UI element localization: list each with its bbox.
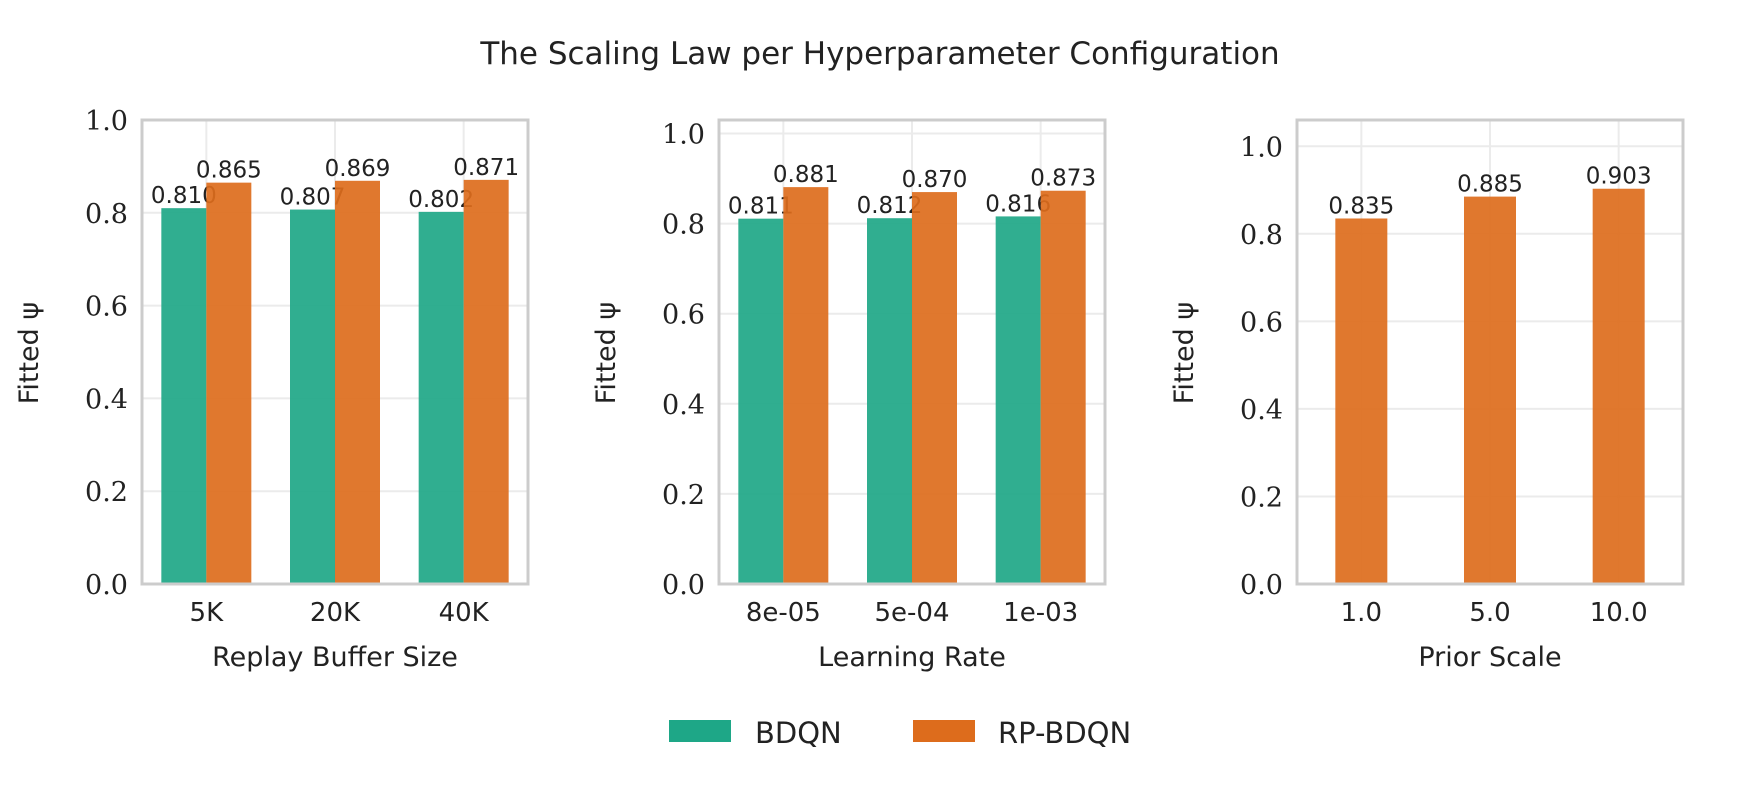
data-label: 0.812 <box>857 193 923 219</box>
y-tick-label: 0.4 <box>85 384 128 415</box>
data-label: 0.816 <box>985 191 1051 217</box>
y-tick-label: 1.0 <box>1240 132 1283 163</box>
bar-rp-bdqn-1 <box>335 180 380 584</box>
data-label: 0.881 <box>773 162 839 188</box>
data-label: 0.835 <box>1328 193 1394 219</box>
bar-rp-bdqn-1 <box>1464 196 1516 585</box>
data-label: 0.873 <box>1030 166 1096 192</box>
y-tick-label: 0.8 <box>1240 220 1283 251</box>
y-tick-label: 1.0 <box>85 106 128 137</box>
y-tick-label: 0.2 <box>85 477 128 508</box>
y-tick-label: 0.6 <box>85 292 128 323</box>
axes-frame <box>1295 118 1685 586</box>
y-tick-label: 0.6 <box>662 300 705 331</box>
bar-rp-bdqn-1 <box>912 192 957 584</box>
axes-frame <box>140 118 530 586</box>
y-axis-label: Fitted ψ <box>1169 302 1200 404</box>
y-tick-label: 0.6 <box>1240 307 1283 338</box>
bar-bdqn-2 <box>995 216 1041 585</box>
x-tick-label: 5K <box>190 598 225 628</box>
data-label: 0.870 <box>902 167 968 193</box>
x-tick-label: 10.0 <box>1590 598 1648 628</box>
y-axis-label: Fitted ψ <box>591 302 622 404</box>
data-label: 0.811 <box>728 194 794 220</box>
data-label: 0.871 <box>453 155 519 181</box>
bar-rp-bdqn-2 <box>1040 190 1086 585</box>
x-tick-label: 8e-05 <box>746 598 821 628</box>
y-tick-label: 0.4 <box>662 390 705 421</box>
data-label: 0.869 <box>325 156 391 182</box>
legend-swatch-bdqn <box>669 720 731 742</box>
y-tick-label: 0.8 <box>85 199 128 230</box>
x-tick-label: 20K <box>310 598 361 628</box>
x-tick-label: 1e-03 <box>1003 598 1078 628</box>
data-label: 0.810 <box>151 183 217 209</box>
y-tick-label: 1.0 <box>662 120 705 151</box>
x-axis-label: Replay Buffer Size <box>212 642 458 673</box>
chart-panel-learning-rate: 0.811 0.812 0.816 0.881 0.870 0.873 0.0 0.2 0.4 0… <box>591 118 1107 673</box>
data-label: 0.807 <box>280 185 346 211</box>
chart-panel-prior-scale: 0.835 0.885 0.903 0.0 0.2 0.4 0.6 0.8 1.0 1.0 5.0 1… <box>1169 118 1685 673</box>
bar-bdqn-0 <box>161 208 207 584</box>
y-axis-label: Fitted ψ <box>14 302 45 404</box>
data-label: 0.802 <box>408 187 474 213</box>
chart-panel-replay-buffer: 0.810 0.807 0.802 0.865 0.869 0.871 0.0 0.2 0.4 0… <box>14 106 530 673</box>
y-tick-label: 0.2 <box>1240 482 1283 513</box>
legend: BDQN RP-BDQN <box>669 716 1131 750</box>
y-tick-label: 0.8 <box>662 210 705 241</box>
data-label: 0.865 <box>196 158 262 184</box>
bar-bdqn-1 <box>867 218 912 585</box>
y-tick-label: 0.0 <box>85 570 128 601</box>
x-axis-label: Learning Rate <box>818 642 1006 673</box>
legend-label-bdqn: BDQN <box>755 716 842 750</box>
legend-label-rp-bdqn: RP-BDQN <box>998 716 1131 750</box>
y-tick-label: 0.0 <box>662 570 705 601</box>
bar-rp-bdqn-0 <box>783 187 829 585</box>
axes-frame <box>717 118 1107 586</box>
figure-title: The Scaling Law per Hyperparameter Confi… <box>479 36 1279 72</box>
y-tick-label: 0.4 <box>1240 395 1283 426</box>
bar-rp-bdqn-2 <box>1592 188 1645 584</box>
x-tick-label: 5e-04 <box>874 598 949 628</box>
bar-bdqn-1 <box>290 209 335 584</box>
bar-rp-bdqn-0 <box>1335 218 1388 584</box>
bar-rp-bdqn-2 <box>463 179 509 584</box>
bar-bdqn-2 <box>418 211 464 584</box>
x-tick-label: 5.0 <box>1469 598 1510 628</box>
y-tick-label: 0.0 <box>1240 570 1283 601</box>
x-axis-label: Prior Scale <box>1418 642 1561 673</box>
data-label: 0.885 <box>1457 172 1523 198</box>
data-label: 0.903 <box>1586 164 1652 190</box>
x-tick-label: 1.0 <box>1341 598 1382 628</box>
bar-rp-bdqn-0 <box>206 182 252 584</box>
x-tick-label: 40K <box>439 598 490 628</box>
legend-swatch-rp-bdqn <box>913 720 975 742</box>
y-tick-label: 0.2 <box>662 480 705 511</box>
bar-bdqn-0 <box>738 218 784 584</box>
